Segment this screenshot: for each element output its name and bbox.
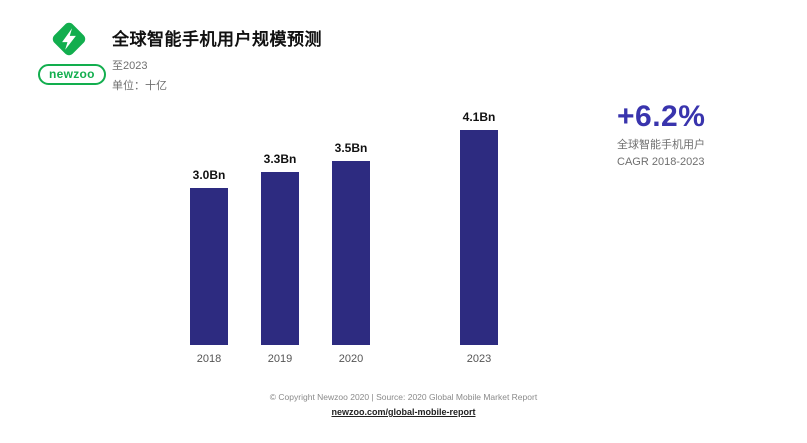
bar-column: 3.5Bn 2020 <box>332 141 370 365</box>
bar-value-label: 4.1Bn <box>462 110 496 124</box>
bar-value-label: 3.3Bn <box>263 152 297 166</box>
newzoo-logo: newzoo <box>38 16 106 85</box>
page-title: 全球智能手机用户规模预测 <box>112 30 322 49</box>
bar <box>261 172 299 345</box>
footer: © Copyright Newzoo 2020 | Source: 2020 G… <box>0 392 807 420</box>
chart-subtitle: 至2023 <box>112 60 148 72</box>
bar-value-label: 3.5Bn <box>334 141 368 155</box>
chart-header: 全球智能手机用户规模预测 至2023 单位：十亿 <box>112 25 322 93</box>
bar <box>460 130 498 345</box>
bar-column: 3.3Bn 2019 <box>261 152 299 365</box>
bar-value-label: 3.0Bn <box>192 168 226 182</box>
bar <box>190 188 228 345</box>
cagr-caption-line1: 全球智能手机用户 <box>617 139 705 151</box>
cagr-highlight: +6.2% 全球智能手机用户 CAGR 2018-2023 <box>617 100 705 171</box>
x-axis-label: 2019 <box>267 353 293 365</box>
bar-column: 4.1Bn 2023 <box>460 110 498 365</box>
newzoo-diamond-icon <box>52 22 86 56</box>
x-axis-label: 2018 <box>196 353 222 365</box>
cagr-caption-line2: CAGR 2018-2023 <box>617 155 705 168</box>
x-axis-label: 2023 <box>466 353 492 365</box>
cagr-value: +6.2% <box>617 100 706 133</box>
unit-label: 单位：十亿 <box>112 80 167 92</box>
report-link[interactable]: newzoo.com/global-mobile-report <box>331 407 476 417</box>
x-axis-label: 2020 <box>338 353 364 365</box>
bar-column: 3.0Bn 2018 <box>190 168 228 365</box>
bar <box>332 161 370 345</box>
copyright-source-text: © Copyright Newzoo 2020 | Source: 2020 G… <box>269 392 538 402</box>
newzoo-wordmark: newzoo <box>38 64 106 85</box>
bar-chart: 3.0Bn 2018 3.3Bn 2019 3.5Bn 2020 4.1Bn 2023 <box>190 110 498 365</box>
